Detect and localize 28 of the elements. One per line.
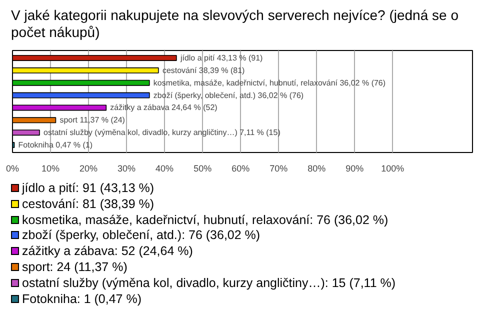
text: ostatní služby (výměna kol, divadlo, kurzy angličtiny…): 15 (7,11 %): [21, 276, 396, 292]
chart-title: V jaké kategorii nakupujete na slevových serverech nejvíce? (jedná se o počet nákupů): [10, 6, 460, 42]
data-label: kosmetika, masáže, kadeřnictví, hubnutí, relaxování 36,02 % (76): [153, 78, 386, 88]
x-tick-label: 0%: [6, 164, 20, 174]
data-label: ostatní služby (výměna kol, divadlo, kurzy angličtiny…) 7,11 % (15): [44, 128, 281, 138]
data-label: Fotokniha 0,47 % (1): [18, 140, 93, 150]
text: Fotokniha: 1 (0,47 %): [21, 292, 143, 308]
data-label: zboží (šperky, oblečení, atd.) 36,02 % (76): [153, 90, 304, 100]
text: jídlo a pití: 91 (43,13 %): [20, 181, 156, 197]
x-tick-label: 90%: [346, 164, 364, 174]
text: sport: 24 (11,37 %): [21, 260, 128, 276]
data-label: sport 11,37 % (24): [60, 116, 126, 125]
x-tick-label: 10%: [42, 164, 60, 174]
x-tick-label: 50%: [194, 164, 212, 174]
x-tick-label: 40%: [156, 164, 174, 174]
x-tick-label: 100%: [381, 164, 404, 174]
x-tick-label: 60%: [232, 164, 250, 174]
x-tick-label: 80%: [308, 164, 326, 174]
data-label: zážitky a zábava 24,64 % (52): [110, 103, 218, 112]
text: kosmetika, masáže, kadeřnictví, hubnutí, relaxování: 76 (36,02 %): [21, 212, 390, 228]
text: zážitky a zábava: 52 (24,64 %): [21, 244, 194, 260]
text: cestování: 81 (38,39 %): [21, 196, 156, 213]
x-tick-label: 20%: [80, 164, 98, 174]
x-tick-label: 30%: [118, 164, 136, 174]
x-tick-label: 70%: [270, 164, 288, 174]
data-label: cestování 38,39 % (81): [162, 66, 246, 75]
text: zboží (šperky, oblečení, atd.): 76 (36,02 %): [21, 228, 262, 244]
data-label: jídlo a pití 43,13 % (91): [179, 53, 264, 62]
